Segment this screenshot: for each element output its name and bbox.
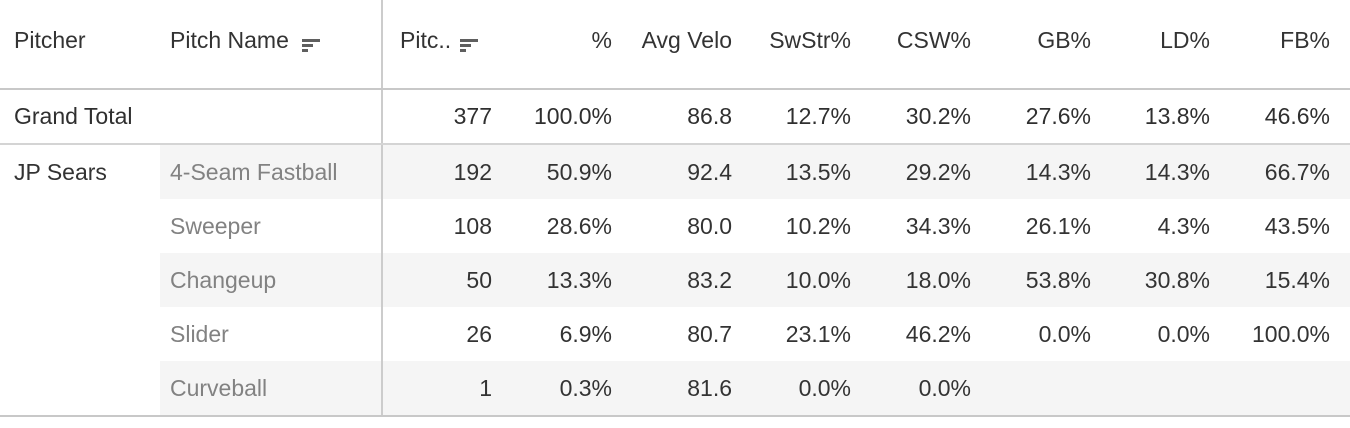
pitcher-cell: [0, 361, 160, 415]
metric-cell-avg-velo: 80.7: [687, 320, 732, 347]
metric-cell-ld: 14.3%: [1101, 145, 1220, 199]
column-header-pitch-name: Pitch Name: [160, 0, 383, 88]
metric-cell-swstr: 23.1%: [785, 320, 851, 347]
metric-cell-pitches: 50: [383, 253, 502, 307]
metric-cell-swstr: 10.2%: [785, 212, 851, 239]
metric-cell-avg-velo: 80.0: [687, 212, 732, 239]
column-header-ld: LD%: [1160, 27, 1210, 53]
column-header-fb: FB%: [1280, 27, 1330, 53]
metric-cell-pitches: 1: [383, 361, 502, 415]
table-row: Slider 26 6.9% 80.7 23.1% 46.2% 0.0% 0.0…: [0, 307, 1350, 361]
pitcher-cell: [0, 199, 160, 253]
metric-cell-gb: 26.1%: [1025, 212, 1091, 239]
metric-cell-avg-velo: 92.4: [622, 145, 742, 199]
pitch-name-cell: Changeup: [160, 253, 383, 307]
metric-cell-avg-velo: 86.8: [687, 103, 732, 129]
metric-cell-swstr: 10.0%: [742, 253, 861, 307]
metric-cell-fb: 46.6%: [1264, 103, 1330, 129]
metric-cell-avg-velo: 83.2: [622, 253, 742, 307]
pitcher-cell: [0, 307, 160, 361]
metric-cell-ld: [1101, 361, 1220, 415]
metric-cell-gb: 53.8%: [981, 253, 1101, 307]
pitch-name-cell: [160, 90, 383, 143]
column-header-csw: CSW%: [896, 27, 971, 53]
metric-cell-csw: 34.3%: [905, 212, 971, 239]
pitcher-cell: JP Sears: [14, 158, 107, 185]
pitch-name-cell: Sweeper: [160, 199, 383, 253]
metric-cell-usage-pct: 100.0%: [533, 103, 612, 129]
sort-descending-icon[interactable]: [460, 32, 481, 52]
table-row: JP Sears 4-Seam Fastball 192 50.9% 92.4 …: [0, 145, 1350, 199]
column-header-label: Pitcher: [14, 27, 86, 53]
column-header-swstr: SwStr%: [769, 27, 851, 53]
column-header-gb: GB%: [1037, 27, 1091, 53]
metric-cell-csw: 30.2%: [905, 103, 971, 129]
pitcher-cell: [0, 253, 160, 307]
metric-cell-csw: 29.2%: [861, 145, 981, 199]
metric-cell-usage-pct: 13.3%: [502, 253, 622, 307]
metric-cell-swstr: 12.7%: [785, 103, 851, 129]
metric-cell-pitches: 26: [466, 320, 492, 347]
metric-cell-fb: 43.5%: [1264, 212, 1330, 239]
metric-cell-gb: 14.3%: [981, 145, 1101, 199]
metric-cell-gb: 0.0%: [1038, 320, 1091, 347]
metric-cell-csw: 46.2%: [905, 320, 971, 347]
metric-cell-usage-pct: 6.9%: [559, 320, 612, 347]
metric-cell-gb: 27.6%: [1025, 103, 1091, 129]
column-header-label: Pitc..: [400, 27, 452, 53]
grand-total-label: Grand Total: [14, 103, 133, 129]
metric-cell-fb: 66.7%: [1220, 145, 1350, 199]
metric-cell-usage-pct: 28.6%: [546, 212, 612, 239]
metric-cell-swstr: 0.0%: [742, 361, 861, 415]
column-header-avg-velo: Avg Velo: [641, 27, 732, 53]
column-header-pitches: Pitc..: [383, 0, 502, 88]
grand-total-row: Grand Total 377 100.0% 86.8 12.7% 30.2% …: [0, 90, 1350, 145]
pitch-stats-table: Pitcher Pitch Name Pitc.. % Avg Velo SwS…: [0, 0, 1350, 417]
metric-cell-ld: 4.3%: [1157, 212, 1210, 239]
metric-cell-fb: 15.4%: [1220, 253, 1350, 307]
metric-cell-fb: [1220, 361, 1350, 415]
metric-cell-pitches: 377: [453, 103, 492, 129]
metric-cell-fb: 100.0%: [1251, 320, 1330, 347]
column-header-label: Pitch Name: [170, 27, 289, 53]
metric-cell-csw: 18.0%: [861, 253, 981, 307]
sort-descending-icon[interactable]: [301, 32, 323, 52]
metric-cell-ld: 0.0%: [1157, 320, 1210, 347]
metric-cell-pitches: 108: [453, 212, 492, 239]
table-row: Sweeper 108 28.6% 80.0 10.2% 34.3% 26.1%…: [0, 199, 1350, 253]
metric-cell-avg-velo: 81.6: [622, 361, 742, 415]
column-header-pitcher: Pitcher: [0, 0, 160, 88]
metric-cell-pitches: 192: [383, 145, 502, 199]
pitch-name-cell: 4-Seam Fastball: [160, 145, 383, 199]
pitch-name-cell: Slider: [160, 307, 383, 361]
table-header-row: Pitcher Pitch Name Pitc.. % Avg Velo SwS…: [0, 0, 1350, 90]
metric-cell-csw: 0.0%: [861, 361, 981, 415]
metric-cell-swstr: 13.5%: [742, 145, 861, 199]
metric-cell-ld: 30.8%: [1101, 253, 1220, 307]
metric-cell-ld: 13.8%: [1144, 103, 1210, 129]
table-row: Changeup 50 13.3% 83.2 10.0% 18.0% 53.8%…: [0, 253, 1350, 307]
table-row: Curveball 1 0.3% 81.6 0.0% 0.0%: [0, 361, 1350, 415]
pitch-name-cell: Curveball: [160, 361, 383, 415]
metric-cell-usage-pct: 0.3%: [502, 361, 622, 415]
column-header-usage-pct: %: [591, 27, 612, 53]
metric-cell-usage-pct: 50.9%: [502, 145, 622, 199]
metric-cell-gb: [981, 361, 1101, 415]
